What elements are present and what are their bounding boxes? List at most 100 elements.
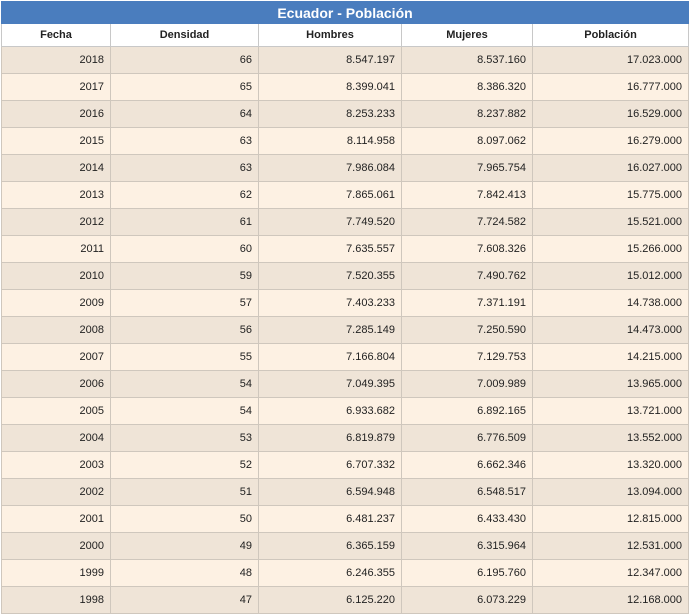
cell-hombres: 6.819.879: [258, 424, 402, 452]
cell-mujeres: 7.129.753: [401, 343, 533, 371]
cell-mujeres: 7.724.582: [401, 208, 533, 236]
cell-mujeres: 7.965.754: [401, 154, 533, 182]
column-header-hombres[interactable]: Hombres: [258, 23, 402, 47]
cell-poblacion: 15.266.000: [531, 235, 690, 263]
cell-fecha: 2008: [1, 316, 111, 344]
column-header-fecha[interactable]: Fecha: [1, 23, 111, 47]
cell-poblacion: 16.777.000: [531, 73, 690, 101]
cell-poblacion: 14.473.000: [531, 316, 690, 344]
cell-densidad: 51: [110, 478, 259, 506]
cell-hombres: 7.403.233: [258, 289, 402, 317]
cell-densidad: 49: [110, 532, 259, 560]
cell-fecha: 2018: [1, 46, 111, 74]
cell-hombres: 7.520.355: [258, 262, 402, 290]
cell-fecha: 2009: [1, 289, 111, 317]
cell-mujeres: 6.433.430: [401, 505, 533, 533]
cell-densidad: 50: [110, 505, 259, 533]
cell-poblacion: 12.815.000: [531, 505, 690, 533]
cell-mujeres: 6.776.509: [401, 424, 533, 452]
cell-fecha: 2011: [1, 235, 111, 263]
cell-poblacion: 16.279.000: [531, 127, 690, 155]
table-header-row: Fecha Densidad Hombres Mujeres Población: [1, 23, 690, 47]
cell-fecha: 2015: [1, 127, 111, 155]
cell-fecha: 2012: [1, 208, 111, 236]
cell-fecha: 2010: [1, 262, 111, 290]
cell-densidad: 65: [110, 73, 259, 101]
cell-poblacion: 13.721.000: [531, 397, 690, 425]
cell-hombres: 6.246.355: [258, 559, 402, 587]
table-row: 2014 63 7.986.084 7.965.754 16.027.000: [1, 154, 690, 182]
table-row: 2016 64 8.253.233 8.237.882 16.529.000: [1, 100, 690, 128]
cell-mujeres: 8.386.320: [401, 73, 533, 101]
table-row: 2007 55 7.166.804 7.129.753 14.215.000: [1, 343, 690, 371]
cell-fecha: 2017: [1, 73, 111, 101]
cell-densidad: 53: [110, 424, 259, 452]
cell-densidad: 63: [110, 127, 259, 155]
cell-hombres: 6.707.332: [258, 451, 402, 479]
table-row: 2003 52 6.707.332 6.662.346 13.320.000: [1, 451, 690, 479]
cell-fecha: 2001: [1, 505, 111, 533]
table-row: 2011 60 7.635.557 7.608.326 15.266.000: [1, 235, 690, 263]
table-row: 2017 65 8.399.041 8.386.320 16.777.000: [1, 73, 690, 101]
cell-hombres: 8.253.233: [258, 100, 402, 128]
cell-densidad: 62: [110, 181, 259, 209]
cell-fecha: 2014: [1, 154, 111, 182]
cell-densidad: 54: [110, 370, 259, 398]
cell-poblacion: 13.552.000: [531, 424, 690, 452]
cell-densidad: 59: [110, 262, 259, 290]
cell-poblacion: 15.775.000: [531, 181, 690, 209]
table-row: 2009 57 7.403.233 7.371.191 14.738.000: [1, 289, 690, 317]
cell-fecha: 2000: [1, 532, 111, 560]
cell-hombres: 7.166.804: [258, 343, 402, 371]
table-row: 2008 56 7.285.149 7.250.590 14.473.000: [1, 316, 690, 344]
cell-hombres: 8.547.197: [258, 46, 402, 74]
column-header-poblacion[interactable]: Población: [531, 23, 690, 47]
cell-mujeres: 7.608.326: [401, 235, 533, 263]
cell-hombres: 6.365.159: [258, 532, 402, 560]
cell-densidad: 66: [110, 46, 259, 74]
cell-fecha: 2007: [1, 343, 111, 371]
cell-fecha: 1999: [1, 559, 111, 587]
cell-mujeres: 7.842.413: [401, 181, 533, 209]
cell-mujeres: 6.892.165: [401, 397, 533, 425]
table-row: 2000 49 6.365.159 6.315.964 12.531.000: [1, 532, 690, 560]
cell-poblacion: 15.012.000: [531, 262, 690, 290]
cell-densidad: 54: [110, 397, 259, 425]
table-row: 2015 63 8.114.958 8.097.062 16.279.000: [1, 127, 690, 155]
table-row: 2001 50 6.481.237 6.433.430 12.815.000: [1, 505, 690, 533]
cell-poblacion: 12.347.000: [531, 559, 690, 587]
cell-poblacion: 16.027.000: [531, 154, 690, 182]
cell-fecha: 2003: [1, 451, 111, 479]
cell-fecha: 2004: [1, 424, 111, 452]
cell-poblacion: 16.529.000: [531, 100, 690, 128]
cell-densidad: 48: [110, 559, 259, 587]
cell-densidad: 56: [110, 316, 259, 344]
cell-hombres: 7.865.061: [258, 181, 402, 209]
cell-poblacion: 15.521.000: [531, 208, 690, 236]
cell-densidad: 63: [110, 154, 259, 182]
table-row: 2005 54 6.933.682 6.892.165 13.721.000: [1, 397, 690, 425]
cell-hombres: 6.933.682: [258, 397, 402, 425]
cell-fecha: 1998: [1, 586, 111, 614]
table-row: 2004 53 6.819.879 6.776.509 13.552.000: [1, 424, 690, 452]
table-row: 1998 47 6.125.220 6.073.229 12.168.000: [1, 586, 690, 614]
table-body: 2018 66 8.547.197 8.537.160 17.023.000 2017 65…: [1, 46, 690, 614]
cell-poblacion: 17.023.000: [531, 46, 690, 74]
column-header-mujeres[interactable]: Mujeres: [401, 23, 533, 47]
cell-mujeres: 6.073.229: [401, 586, 533, 614]
cell-mujeres: 8.097.062: [401, 127, 533, 155]
table-row: 2010 59 7.520.355 7.490.762 15.012.000: [1, 262, 690, 290]
cell-mujeres: 6.315.964: [401, 532, 533, 560]
cell-poblacion: 14.738.000: [531, 289, 690, 317]
cell-poblacion: 13.320.000: [531, 451, 690, 479]
cell-mujeres: 6.662.346: [401, 451, 533, 479]
cell-densidad: 61: [110, 208, 259, 236]
cell-hombres: 6.125.220: [258, 586, 402, 614]
cell-hombres: 7.285.149: [258, 316, 402, 344]
cell-hombres: 8.399.041: [258, 73, 402, 101]
column-header-densidad[interactable]: Densidad: [110, 23, 259, 47]
cell-mujeres: 8.537.160: [401, 46, 533, 74]
cell-mujeres: 7.490.762: [401, 262, 533, 290]
cell-hombres: 7.986.084: [258, 154, 402, 182]
